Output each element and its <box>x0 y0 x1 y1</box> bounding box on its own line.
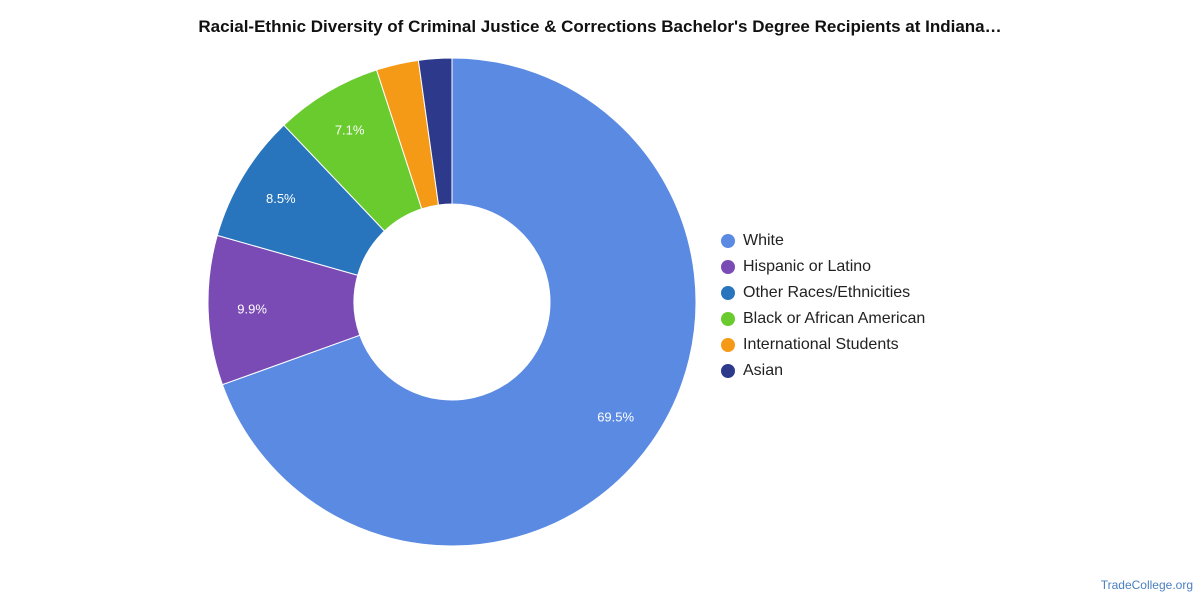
slice-white[interactable] <box>221 57 697 547</box>
legend-item[interactable]: White <box>721 228 925 254</box>
legend-label: Asian <box>743 362 784 379</box>
legend-swatch <box>721 260 735 274</box>
chart-title: Racial-Ethnic Diversity of Criminal Just… <box>198 17 1002 36</box>
legend-label: International Students <box>743 336 899 353</box>
watermark: TradeCollege.org <box>1100 578 1193 592</box>
data-label-group: 69.5% 9.9% 8.5% 7.1% <box>237 123 634 425</box>
legend-item[interactable]: Other Races/Ethnicities <box>721 280 925 306</box>
data-label: 8.5% <box>266 191 296 206</box>
data-label: 69.5% <box>597 410 634 425</box>
legend-swatch <box>721 286 735 300</box>
data-label: 9.9% <box>237 301 267 316</box>
legend-item[interactable]: Asian <box>721 358 925 384</box>
legend-swatch <box>721 234 735 248</box>
slice-asian[interactable] <box>417 57 453 206</box>
legend-swatch <box>721 338 735 352</box>
data-label: 7.1% <box>335 123 365 138</box>
legend-swatch <box>721 312 735 326</box>
legend-label: White <box>743 232 784 249</box>
slice-group <box>207 57 697 547</box>
legend-label: Hispanic or Latino <box>743 258 872 275</box>
legend-label: Other Races/Ethnicities <box>743 284 911 301</box>
legend-item[interactable]: Black or African American <box>721 306 925 332</box>
legend-item[interactable]: International Students <box>721 332 925 358</box>
legend: White Hispanic or Latino Other Races/Ethni… <box>721 228 925 384</box>
legend-item[interactable]: Hispanic or Latino <box>721 254 925 280</box>
legend-swatch <box>721 364 735 378</box>
legend-label: Black or African American <box>743 310 926 327</box>
